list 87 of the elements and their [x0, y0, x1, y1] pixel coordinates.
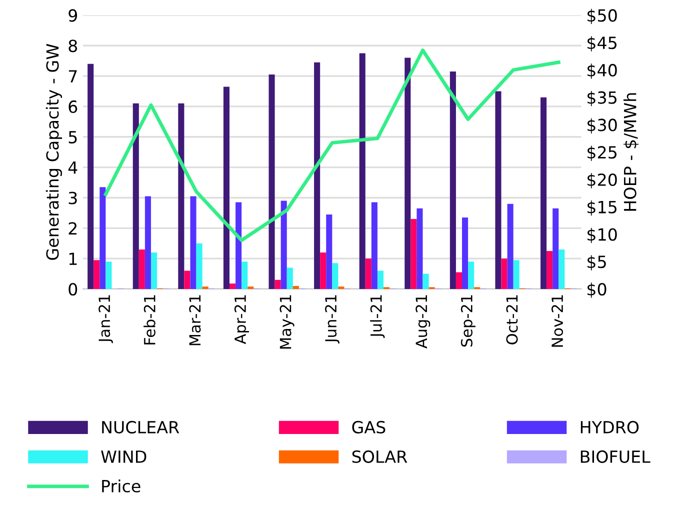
y2-tick-label: $50 [588, 8, 617, 24]
y-tick-label: 8 [68, 40, 78, 52]
bar [404, 58, 411, 289]
bar [150, 252, 158, 289]
legend-label: HYDRO [580, 420, 639, 434]
bar [274, 280, 281, 289]
bar [462, 218, 468, 289]
bar [359, 53, 366, 289]
bar [450, 71, 456, 289]
y-tick-label: 1 [69, 252, 77, 265]
bar [106, 262, 112, 289]
x-tick-label: Aug-21 [416, 295, 430, 349]
x-tick-label: Nov-21 [552, 295, 564, 347]
bar [242, 262, 248, 289]
bar [184, 270, 190, 289]
y2-axis-title: HOEP - $/MWh [624, 93, 639, 211]
bar [326, 214, 332, 289]
legend-label: WIND [101, 450, 146, 463]
y2-tick-label: $30 [588, 118, 617, 134]
bar [546, 250, 553, 289]
bar [540, 97, 547, 289]
y-tick-label: 3 [68, 192, 77, 204]
bar [468, 262, 474, 289]
x-tick-label: Jan-21 [98, 295, 113, 344]
legend-label: BIOFUEL [580, 450, 650, 463]
y-tick-label: 7 [68, 70, 77, 82]
bar [196, 243, 202, 289]
bar [286, 268, 293, 289]
bar [422, 274, 429, 289]
bar [268, 74, 275, 289]
legend-label: Price [102, 480, 140, 492]
bar [332, 263, 338, 289]
y2-tick-label: $25 [588, 146, 616, 161]
y-axis-title: Generating Capacity - GW [46, 44, 62, 260]
line-series [104, 48, 560, 242]
x-tick-label: Jul-21 [370, 295, 385, 338]
x-tick-label: Oct-21 [506, 295, 518, 344]
bar [138, 249, 145, 289]
x-tick-label: Mar-21 [189, 295, 201, 346]
y-tick-label: 9 [68, 9, 78, 22]
bar [456, 272, 462, 289]
bar [501, 258, 508, 289]
bar [416, 208, 423, 289]
y-tick-label: 2 [68, 222, 77, 234]
y2-tick-label: $20 [588, 173, 617, 188]
bar [552, 208, 559, 289]
bar [88, 64, 94, 289]
y-tick-label: 5 [68, 131, 77, 144]
y2-tick-label: $15 [588, 200, 616, 216]
legend-label: GAS [352, 420, 386, 434]
x-tick-label: Feb-21 [144, 295, 156, 344]
bar [513, 260, 520, 289]
bar [377, 270, 384, 289]
bar [178, 103, 184, 289]
bar [371, 202, 378, 289]
y2-tick-label: $5 [588, 255, 606, 270]
y2-tick-label: $45 [588, 36, 616, 52]
bar [94, 260, 100, 289]
bar [280, 200, 287, 289]
bar [495, 91, 502, 289]
x-tick-label: Jun-21 [325, 295, 340, 344]
bar [190, 196, 196, 289]
bar [558, 249, 565, 289]
legend-label: SOLAR [352, 450, 408, 463]
bar [229, 284, 236, 289]
y2-tick-label: $0 [588, 282, 606, 298]
x-tick-label: Apr-21 [234, 295, 249, 344]
bar [365, 258, 372, 289]
bar [223, 86, 230, 289]
bar [132, 103, 139, 289]
y2-tick-label: $35 [588, 91, 616, 106]
x-tick-label: Sep-21 [460, 295, 476, 347]
bar [507, 204, 514, 289]
bar [236, 202, 242, 289]
bar [320, 252, 326, 289]
y2-tick-label: $40 [588, 64, 617, 79]
y2-tick-label: $10 [588, 228, 617, 244]
bar [292, 286, 299, 289]
legend-label: NUCLEAR [102, 420, 180, 434]
y-tick-label: 4 [68, 161, 78, 174]
y-tick-label: 0 [68, 282, 78, 296]
y-tick-label: 6 [68, 100, 78, 114]
bar [410, 219, 417, 289]
bar [100, 187, 106, 289]
x-tick-label: May-21 [280, 295, 294, 349]
bar [144, 196, 151, 289]
bar [314, 62, 320, 289]
